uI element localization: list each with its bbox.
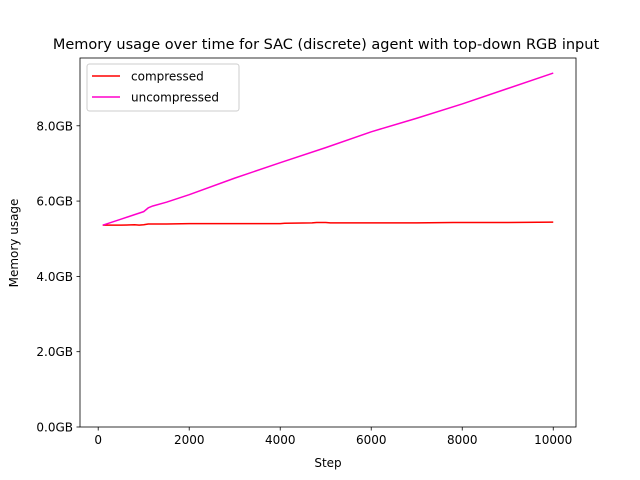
y-axis-label: Memory usage — [7, 199, 21, 288]
y-tick-label: 8.0GB — [36, 119, 73, 133]
x-tick-label: 10000 — [534, 433, 572, 447]
plot-frame — [79, 57, 577, 428]
x-tick-label: 4000 — [265, 433, 296, 447]
series-line-compressed — [102, 221, 554, 226]
legend-box — [86, 63, 240, 112]
chart-title: Memory usage over time for SAC (discrete… — [53, 37, 600, 53]
y-tick-label: 2.0GB — [36, 345, 73, 359]
x-axis: 0 2000 4000 6000 8000 10000 — [94, 427, 572, 447]
x-axis-label: Step — [314, 456, 341, 470]
x-tick-label: 8000 — [447, 433, 478, 447]
legend-label-compressed: compressed — [131, 70, 204, 84]
x-tick-label: 2000 — [174, 433, 205, 447]
y-tick-label: 0.0GB — [36, 421, 73, 435]
y-tick-label: 6.0GB — [36, 195, 73, 209]
legend: compressed uncompressed — [86, 63, 240, 112]
y-tick-label: 4.0GB — [36, 270, 73, 284]
x-tick-label: 6000 — [356, 433, 387, 447]
series-line-uncompressed — [102, 72, 554, 226]
x-tick-label: 0 — [94, 433, 102, 447]
y-axis: 0.0GB 2.0GB 4.0GB 6.0GB 8.0GB — [36, 119, 80, 435]
legend-label-uncompressed: uncompressed — [131, 91, 219, 105]
plot-area — [79, 57, 577, 428]
